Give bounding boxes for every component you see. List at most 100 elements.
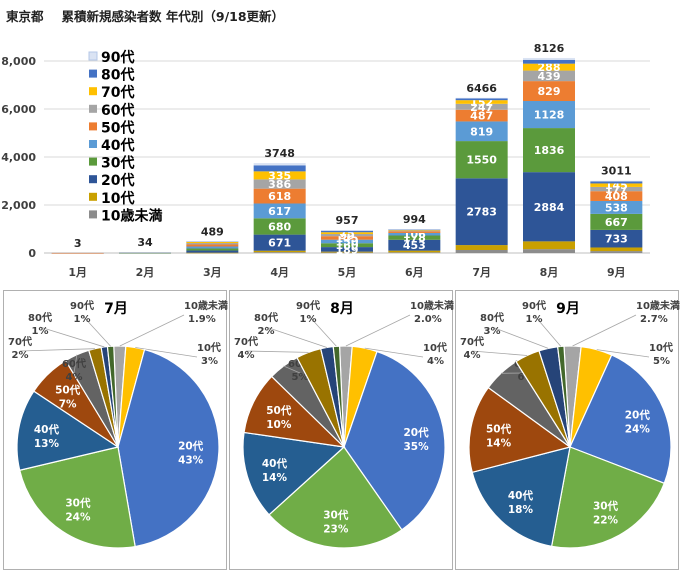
slice-value-label: 7% xyxy=(59,399,77,411)
bar-segment xyxy=(186,248,239,251)
slice-value-label: 18% xyxy=(508,504,534,516)
bar-total-label: 957 xyxy=(336,214,359,227)
bar-segment xyxy=(590,181,643,184)
pie-slice xyxy=(556,345,571,448)
bar-segment xyxy=(253,165,306,172)
bar-segment xyxy=(590,180,643,182)
bar-segment xyxy=(523,172,575,242)
slice-value-label: 23% xyxy=(323,523,349,535)
slice-name-label: 90代 xyxy=(296,299,320,312)
bar-segment xyxy=(523,57,575,60)
bar-segment xyxy=(590,247,643,252)
slice-value-label: 2.7% xyxy=(640,314,668,325)
bar-total-label: 3748 xyxy=(264,147,295,160)
bar-segment xyxy=(253,218,306,235)
legend-label: 80代 xyxy=(101,67,134,84)
leader-line xyxy=(73,354,78,374)
bar-segment xyxy=(186,246,239,249)
legend-label: 50代 xyxy=(101,119,134,136)
slice-name-label: 10歳未満 xyxy=(184,299,228,312)
bar-segment xyxy=(321,251,373,253)
bar-segment xyxy=(388,229,441,231)
bar-segment xyxy=(523,101,575,129)
leader-line xyxy=(491,326,549,349)
bar-value-label: 1550 xyxy=(466,154,497,167)
slice-value-label: 4% xyxy=(464,350,481,361)
bar-segment xyxy=(388,230,441,232)
legend-swatch xyxy=(89,104,97,113)
x-tick-label: 3月 xyxy=(203,266,222,279)
chart-title: 東京都 累積新規感染者数 年代別（9/18更新） xyxy=(6,6,284,25)
legend-swatch xyxy=(89,210,97,219)
pie-slice xyxy=(471,446,571,548)
leader-line xyxy=(245,350,309,353)
slice-name-label: 90代 xyxy=(70,299,94,312)
bar-total-label: 3011 xyxy=(601,165,632,178)
bar-total-label: 6466 xyxy=(466,82,497,95)
bar-segment xyxy=(455,141,508,179)
bar-value-label: 829 xyxy=(538,85,561,98)
bar-value-label: 667 xyxy=(605,216,628,229)
bar-value-label: 1836 xyxy=(534,144,565,157)
leader-line xyxy=(572,314,637,347)
bar-segment xyxy=(186,241,239,244)
x-tick-label: 1月 xyxy=(68,266,87,279)
bar-segment xyxy=(455,245,508,250)
slice-value-label: 1% xyxy=(300,314,317,325)
pie-slice xyxy=(268,446,403,549)
x-tick-label: 2月 xyxy=(136,266,155,279)
slice-name-label: 50代 xyxy=(266,404,292,417)
bar-segment xyxy=(321,234,373,237)
bar-segment xyxy=(321,243,373,248)
bar-segment xyxy=(455,97,508,99)
legend-label: 40代 xyxy=(101,137,134,154)
bar-segment xyxy=(455,98,508,101)
bar-segment xyxy=(590,191,643,201)
pie-slice xyxy=(242,431,346,516)
slice-name-label: 10代 xyxy=(649,341,673,354)
bar-segment xyxy=(455,100,508,104)
bar-value-label: 618 xyxy=(268,190,291,203)
x-tick-label: 7月 xyxy=(472,266,491,279)
x-tick-label: 9月 xyxy=(607,266,626,279)
slice-name-label: 20代 xyxy=(178,439,204,452)
slice-name-label: 70代 xyxy=(234,335,258,348)
bar-value-label: 617 xyxy=(268,205,291,218)
leader-line xyxy=(307,314,337,347)
bar-total-label: 8126 xyxy=(534,42,565,55)
bar-segment xyxy=(253,171,306,180)
bar-segment xyxy=(321,236,373,240)
bar-value-label: 335 xyxy=(268,169,291,182)
bar-segment xyxy=(253,163,306,166)
legend-label: 30代 xyxy=(101,155,134,172)
bar-segment xyxy=(455,109,508,122)
bar-segment xyxy=(455,178,508,246)
slice-value-label: 35% xyxy=(403,441,429,453)
bar-segment xyxy=(590,186,643,192)
bar-value-label: 671 xyxy=(268,237,291,250)
slice-value-label: 4% xyxy=(427,356,444,367)
bar-segment xyxy=(523,63,575,71)
bar-segment xyxy=(253,250,306,253)
bar-segment xyxy=(523,128,575,173)
bar-segment xyxy=(51,252,104,254)
slice-name-label: 40代 xyxy=(34,423,60,436)
bar-segment xyxy=(590,200,643,214)
bar-segment xyxy=(253,188,306,204)
legend-label: 10代 xyxy=(101,190,134,207)
bar-segment xyxy=(590,183,643,187)
bar-segment xyxy=(388,231,441,233)
leader-line xyxy=(265,326,328,348)
bar-segment xyxy=(321,230,373,233)
pie-slice xyxy=(468,386,572,474)
bar-value-label: 288 xyxy=(538,61,561,74)
leader-line xyxy=(471,350,528,356)
slice-name-label: 80代 xyxy=(254,311,278,324)
bar-segment xyxy=(388,239,441,251)
y-tick-label: 2,000 xyxy=(1,199,36,212)
bar-segment xyxy=(321,252,373,254)
legend-swatch xyxy=(89,157,97,166)
y-tick-label: 6,000 xyxy=(1,103,36,116)
slice-name-label: 10代 xyxy=(423,341,447,354)
slice-name-label: 20代 xyxy=(625,408,651,421)
